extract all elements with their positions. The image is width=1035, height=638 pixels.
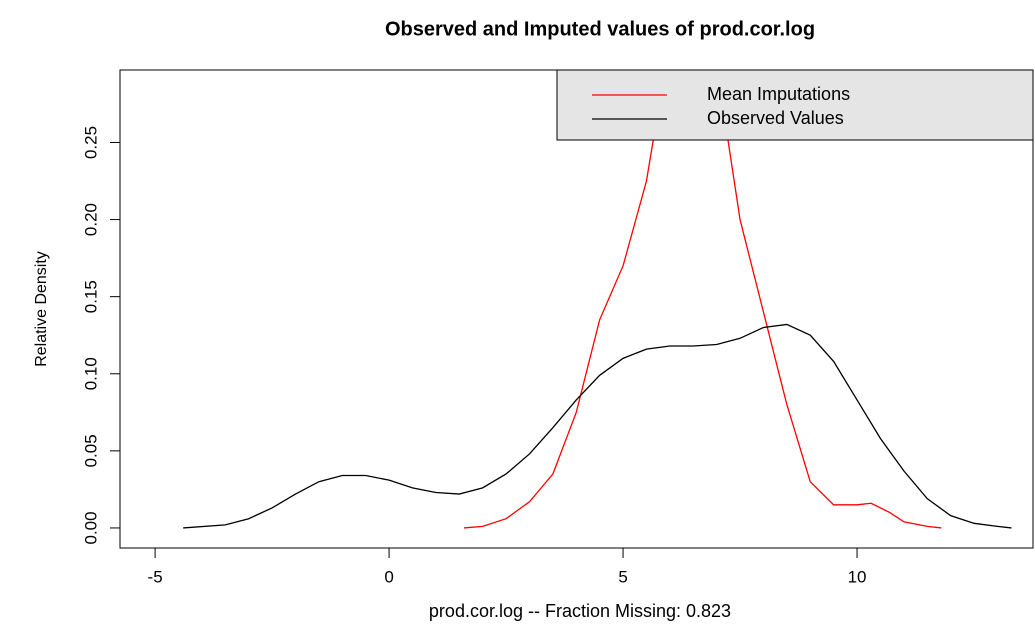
legend-box [556,69,1034,141]
y-tick-label: 0.25 [81,126,100,159]
y-tick-label: 0.20 [81,203,100,236]
x-tick-label: 0 [384,567,393,586]
legend-label: Mean Imputations [707,84,850,104]
y-tick-label: 0.05 [81,434,100,467]
y-axis-label: Relative Density [33,251,50,367]
x-axis-label: prod.cor.log -- Fraction Missing: 0.823 [429,601,731,621]
series-line [183,323,1012,529]
plot-box [119,69,1034,549]
y-tick-label: 0.10 [81,357,100,390]
x-tick-label: -5 [148,567,163,586]
y-tick-label: 0.00 [81,511,100,544]
x-tick-label: 5 [618,567,627,586]
x-tick-label: 10 [848,567,867,586]
legend-label: Observed Values [707,108,844,128]
chart-title: Observed and Imputed values of prod.cor.… [385,18,815,40]
y-tick-label: 0.15 [81,280,100,313]
